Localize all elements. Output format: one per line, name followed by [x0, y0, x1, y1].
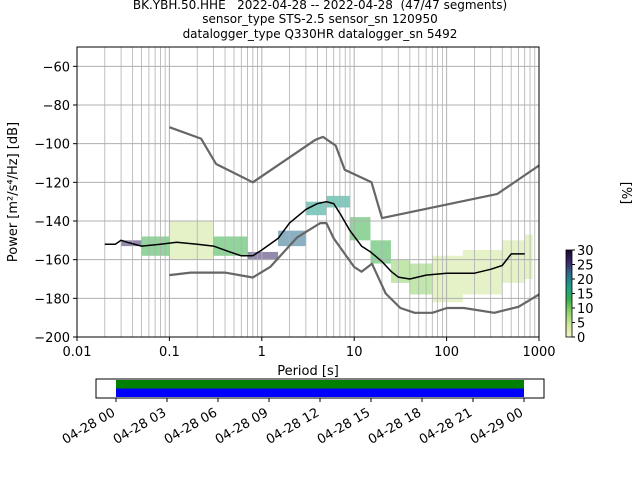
y-tick-label: −140: [34, 215, 70, 230]
density-cell: [326, 195, 350, 208]
plot-frame: [76, 46, 540, 338]
density-cell: [305, 201, 327, 216]
series-mode-line: [104, 200, 525, 280]
y-tick-label: −180: [34, 292, 70, 307]
density-layer: [121, 195, 533, 303]
y-tick-label: −160: [34, 254, 70, 269]
density-cell: [390, 259, 410, 283]
series-nlnm-line: [169, 222, 540, 314]
density-cell: [247, 251, 279, 260]
chart-title-line-3: datalogger_type Q330HR datalogger_sn 549…: [182, 27, 458, 41]
colorbar-tick-label: 25: [577, 259, 594, 274]
density-cell: [278, 230, 306, 247]
timeline-tick-label: 04-28 12: [264, 405, 322, 447]
axis-layer: 0.01 0.1 1 10 100 1000 −200 −180 −160 −140 −120 −10…: [34, 60, 555, 360]
y-tick-label: −200: [34, 331, 70, 346]
y-tick-label: −60: [43, 60, 70, 75]
colorbar-tick-label: 20: [577, 273, 594, 288]
colorbar-tick-label: 10: [577, 302, 594, 317]
density-cell: [432, 255, 463, 303]
timeline-tick-label: 04-28 03: [111, 405, 169, 447]
density-cell: [349, 217, 371, 241]
x-tick-label: 0.1: [159, 345, 180, 360]
density-cell: [169, 221, 214, 260]
colorbar-tick-label: 0: [577, 331, 585, 346]
timeline-tick-label: 04-28 09: [213, 405, 271, 447]
colorbar-tick-label: 5: [577, 317, 585, 332]
series-layer: [104, 126, 540, 314]
timeline-tick-label: 04-29 00: [468, 405, 526, 447]
y-tick-label: −100: [34, 138, 70, 153]
y-tick-label: −80: [43, 99, 70, 114]
x-tick-label: 1000: [522, 345, 555, 360]
density-cell: [370, 240, 391, 264]
density-cell: [213, 236, 248, 256]
x-axis-label: Period [s]: [277, 364, 339, 379]
grid-layer: [76, 47, 539, 338]
timeline-tick-label: 04-28 00: [60, 405, 118, 447]
coverage-bar: [116, 380, 524, 389]
x-tick-label: 0.01: [63, 345, 92, 360]
x-tick-label: 1: [258, 345, 266, 360]
colorbar-scale: [565, 249, 573, 338]
x-tick-label: 10: [346, 345, 363, 360]
timeline-tick-label: 04-28 15: [315, 405, 373, 447]
timeline-tick-label: 04-28 18: [366, 405, 424, 447]
density-cell: [462, 250, 503, 295]
coverage-bar: [116, 388, 524, 397]
density-cell: [524, 234, 533, 279]
timeline-tick-label: 04-28 06: [162, 405, 220, 447]
x-tick-label: 100: [434, 345, 459, 360]
colorbar-tick-label: 15: [577, 288, 594, 303]
chart-title-line-2: sensor_type STS-2.5 sensor_sn 120950: [202, 12, 438, 26]
colorbar-tick-label: 30: [577, 244, 594, 259]
y-axis-label: Power [m²/s⁴/Hz] [dB]: [6, 122, 21, 262]
chart-title-line-1: BK.YBH.50.HHE 2022-04-28 -- 2022-04-28 (…: [132, 0, 508, 12]
density-cell: [502, 240, 525, 283]
y-tick-label: −120: [34, 176, 70, 191]
density-cell: [409, 263, 433, 295]
colorbar-label: [%]: [618, 182, 633, 205]
series-nhnm-line: [169, 126, 540, 220]
timeline-tick-label: 04-28 21: [417, 405, 475, 447]
